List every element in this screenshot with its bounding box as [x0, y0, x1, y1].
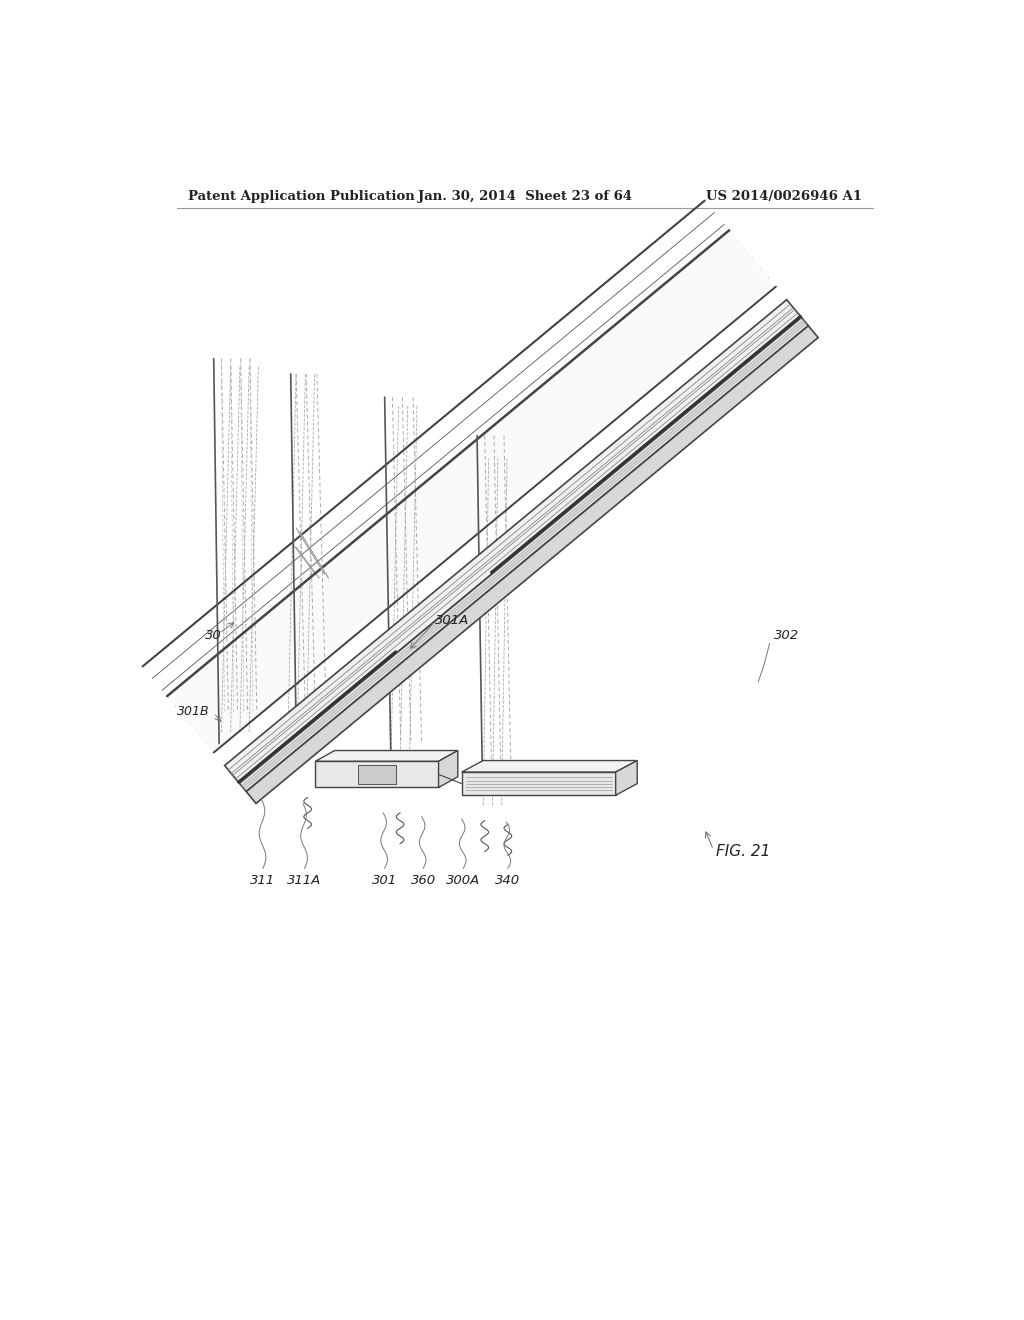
Text: Patent Application Publication: Patent Application Publication — [188, 190, 415, 203]
Text: 311A: 311A — [288, 875, 322, 887]
Polygon shape — [240, 317, 808, 792]
Polygon shape — [167, 230, 776, 752]
Text: 302: 302 — [773, 630, 799, 643]
Text: Jan. 30, 2014  Sheet 23 of 64: Jan. 30, 2014 Sheet 23 of 64 — [418, 190, 632, 203]
Polygon shape — [315, 762, 438, 788]
Text: 301B: 301B — [176, 705, 209, 718]
Text: 340: 340 — [496, 875, 520, 887]
Text: 301A: 301A — [435, 614, 469, 627]
Polygon shape — [315, 751, 458, 762]
Text: 300A: 300A — [446, 875, 480, 887]
Text: 311: 311 — [251, 875, 275, 887]
Polygon shape — [246, 326, 818, 804]
Polygon shape — [615, 760, 637, 795]
Text: US 2014/0026946 A1: US 2014/0026946 A1 — [707, 190, 862, 203]
Text: 30: 30 — [205, 630, 221, 643]
Polygon shape — [462, 760, 637, 772]
Polygon shape — [224, 300, 802, 783]
Polygon shape — [438, 751, 458, 788]
Text: FIG. 21: FIG. 21 — [716, 843, 770, 859]
Polygon shape — [462, 772, 615, 795]
Text: 301: 301 — [372, 875, 397, 887]
Polygon shape — [357, 766, 396, 784]
Text: 360: 360 — [411, 875, 436, 887]
